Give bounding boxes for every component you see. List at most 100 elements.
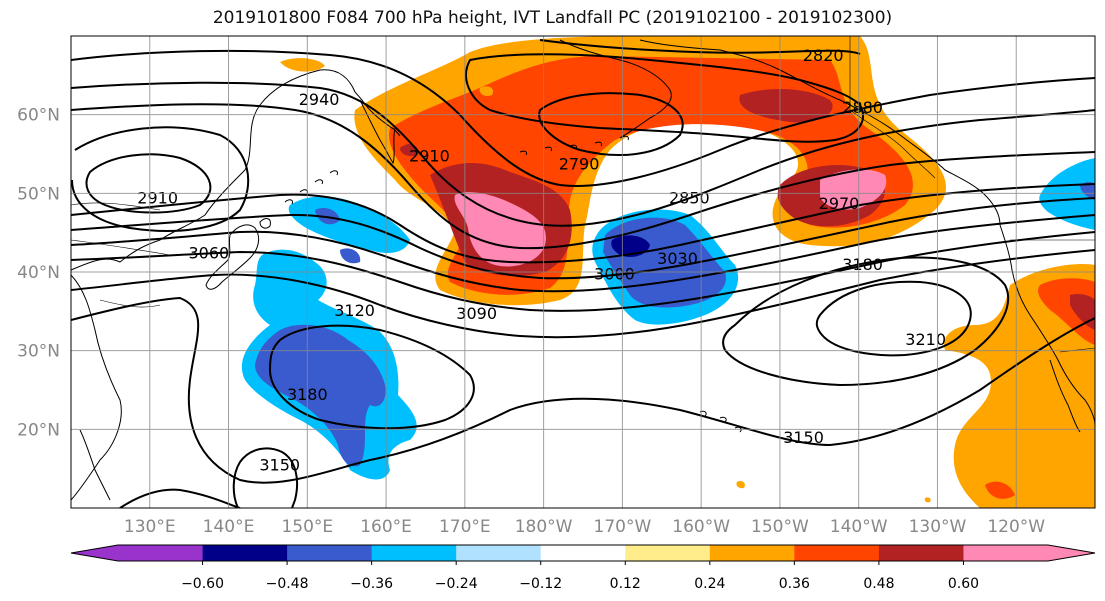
- contour-label: 2940: [299, 90, 340, 109]
- shade-orange-small: [280, 58, 494, 97]
- colorbar-tick-label: 0.48: [863, 576, 894, 592]
- contour-label: 2850: [669, 188, 710, 207]
- shade-pink: [454, 169, 887, 267]
- map-frame: [70, 35, 1096, 509]
- lon-tick-label: 140°E: [203, 517, 255, 537]
- contour-label: 2910: [137, 188, 178, 207]
- colorbar-bin: [456, 545, 542, 561]
- lon-tick-label: 140°W: [830, 517, 888, 537]
- lat-tick-label: 60°N: [17, 106, 60, 126]
- contour-3210: [815, 280, 972, 357]
- coast-na-west: [999, 224, 1095, 426]
- colorbar-tick-label: 0.12: [610, 576, 641, 592]
- coast-philippines: [79, 429, 111, 501]
- contour-label: 3180: [842, 255, 883, 274]
- lon-tick-label: 130°W: [909, 517, 967, 537]
- lat-tick-label: 40°N: [17, 263, 60, 283]
- contour-label: 3060: [188, 243, 229, 262]
- contour-3090: [71, 231, 1095, 312]
- colorbar-tick-label: −0.36: [350, 576, 393, 592]
- contour-2940: [71, 103, 1095, 250]
- contour-3030: [71, 197, 1095, 280]
- contour-label: 2820: [803, 46, 844, 65]
- shade-lightblue-ne: [1039, 158, 1095, 230]
- contour-3060: [71, 214, 1095, 293]
- contour-2820: [539, 39, 861, 55]
- border-us-mexico: [1059, 347, 1095, 353]
- colorbar: −0.60 −0.48 −0.36 −0.24 −0.12 0.12 0.24 0.36 0.4…: [70, 544, 1096, 592]
- colorbar-outline: [70, 544, 1096, 562]
- border-asia: [71, 202, 171, 308]
- lon-tick-label: 130°E: [124, 517, 176, 537]
- contour-3180-e: [722, 256, 1010, 387]
- colorbar-bin: [202, 545, 288, 561]
- colorbar-bin: [878, 545, 964, 561]
- shade-blue-west: [255, 208, 386, 467]
- ivt-shading: [241, 36, 1095, 508]
- contour-ring-asia: [71, 126, 250, 232]
- coast-kamchatka: [359, 99, 396, 165]
- contour-label: 2790: [559, 154, 600, 173]
- colorbar-bin: [540, 545, 626, 561]
- contour-3150-main: [71, 296, 1095, 484]
- contour-label: 3210: [905, 330, 946, 349]
- colorbar-tick-label: 0.36: [779, 576, 810, 592]
- contour-3000: [71, 183, 1095, 264]
- contour-label: 3120: [334, 301, 375, 320]
- contour-3150-s: [119, 488, 241, 508]
- graticule: [71, 36, 1095, 508]
- contour-2880-loop: [465, 53, 864, 143]
- lon-tick-label: 150°W: [751, 517, 809, 537]
- colorbar-tick-label: 0.60: [948, 576, 979, 592]
- colorbar-tick-label: −0.12: [519, 576, 562, 592]
- contour-label: 3030: [657, 249, 698, 268]
- colorbar-extend-low: [71, 545, 203, 561]
- lon-tick-label: 170°W: [594, 517, 652, 537]
- colorbar-bin: [709, 545, 795, 561]
- contour-label: 3090: [456, 304, 497, 323]
- contour-2910-loop: [85, 153, 212, 214]
- colorbar-bin: [794, 545, 880, 561]
- colorbar-bin: [287, 545, 373, 561]
- shade-blue-ne: [1080, 182, 1095, 200]
- contour-label: 3150: [259, 456, 300, 475]
- lat-tick-label: 50°N: [17, 184, 60, 204]
- coast-baja: [1049, 359, 1081, 433]
- contour-label: 2880: [842, 98, 883, 117]
- lon-tick-label: 120°W: [987, 517, 1045, 537]
- contour-high-lat-2: [71, 81, 1095, 227]
- contour-3180-w: [268, 324, 475, 430]
- contour-3150-sw: [232, 447, 299, 508]
- lon-tick-label: 160°E: [360, 517, 412, 537]
- contour-high-lat-1: [71, 49, 1095, 187]
- lon-tick-label: 150°E: [281, 517, 333, 537]
- contour-label: 3000: [594, 265, 635, 284]
- lat-tick-label: 20°N: [17, 420, 60, 440]
- contour-label: 3150: [783, 428, 824, 447]
- lon-tick-label: 170°E: [439, 517, 491, 537]
- contour-3120: [71, 249, 1095, 339]
- longitude-labels: 130°E 140°E 150°E 160°E 170°E 180°W 170°W 160°W…: [124, 517, 1045, 537]
- shade-navy-central: [611, 235, 650, 257]
- shade-orange-tiny: [736, 480, 931, 503]
- contour-label: 2970: [819, 194, 860, 213]
- colorbar-bin: [625, 545, 711, 561]
- colorbar-extend-high: [963, 545, 1095, 561]
- colorbar-tick-label: −0.60: [181, 576, 224, 592]
- coast-japan: [205, 218, 271, 290]
- lat-tick-label: 30°N: [17, 342, 60, 362]
- height-contours: [71, 39, 1095, 508]
- colorbar-tick-label: −0.24: [435, 576, 478, 592]
- lon-tick-label: 180°W: [515, 517, 573, 537]
- contour-2790: [538, 92, 684, 156]
- figure-title: 2019101800 F084 700 hPa height, IVT Land…: [212, 8, 893, 28]
- contour-label: 2910: [409, 147, 450, 166]
- shade-orange-east: [944, 264, 1095, 508]
- border-alaska-canada: [849, 36, 936, 179]
- latitude-labels: 60°N 50°N 40°N 30°N 20°N: [17, 106, 60, 441]
- coast-aleutians: [519, 135, 629, 156]
- lon-tick-label: 160°W: [672, 517, 730, 537]
- colorbar-tick-label: −0.48: [266, 576, 309, 592]
